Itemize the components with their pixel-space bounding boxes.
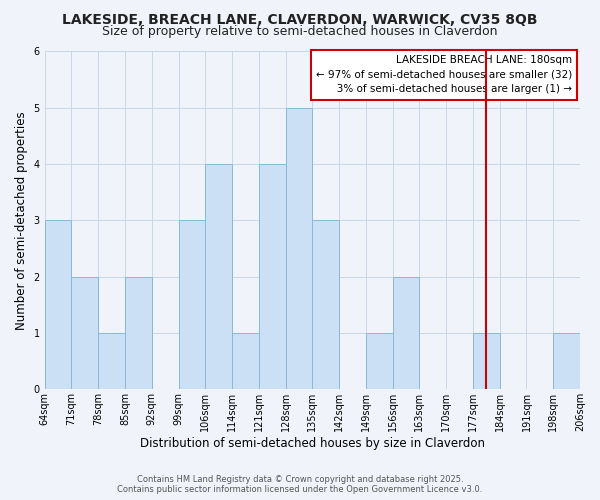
Bar (232, 333, 259, 390)
Bar (473, 333, 500, 390)
Bar (392, 276, 419, 390)
Text: Size of property relative to semi-detached houses in Claverdon: Size of property relative to semi-detach… (102, 25, 498, 38)
Bar (125, 276, 152, 390)
Bar (179, 220, 205, 390)
X-axis label: Distribution of semi-detached houses by size in Claverdon: Distribution of semi-detached houses by … (140, 437, 485, 450)
Bar (98, 333, 125, 390)
Text: Contains HM Land Registry data © Crown copyright and database right 2025.
Contai: Contains HM Land Registry data © Crown c… (118, 474, 482, 494)
Text: LAKESIDE, BREACH LANE, CLAVERDON, WARWICK, CV35 8QB: LAKESIDE, BREACH LANE, CLAVERDON, WARWIC… (62, 12, 538, 26)
Bar (205, 164, 232, 390)
Bar (553, 333, 580, 390)
Bar (286, 108, 313, 390)
Text: LAKESIDE BREACH LANE: 180sqm
← 97% of semi-detached houses are smaller (32)
   3: LAKESIDE BREACH LANE: 180sqm ← 97% of se… (316, 55, 572, 94)
Y-axis label: Number of semi-detached properties: Number of semi-detached properties (15, 111, 28, 330)
Bar (44, 220, 71, 390)
Bar (366, 333, 392, 390)
Bar (259, 164, 286, 390)
Bar (313, 220, 339, 390)
Bar (71, 276, 98, 390)
